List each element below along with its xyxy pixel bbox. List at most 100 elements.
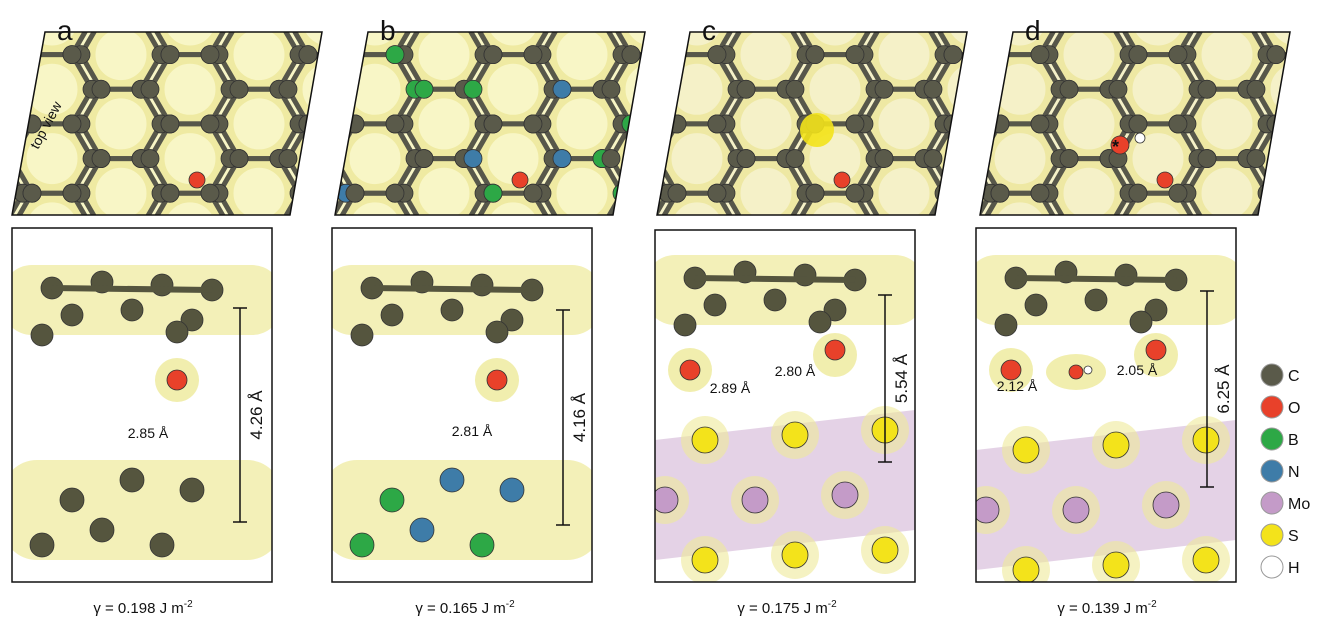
- atom: [866, 219, 884, 237]
- atom: [1238, 219, 1256, 237]
- atom: [1169, 184, 1187, 202]
- atom: [415, 11, 433, 29]
- atom: [1013, 437, 1039, 463]
- side-view: [962, 255, 1246, 594]
- atom: [1267, 253, 1285, 271]
- atom: [230, 80, 248, 98]
- atom: [63, 115, 81, 133]
- atom: [30, 533, 54, 557]
- atom: [602, 288, 620, 306]
- density: [0, 25, 13, 85]
- atom: [944, 253, 962, 271]
- atom: [386, 184, 404, 202]
- atom: [1153, 492, 1179, 518]
- atom: [464, 80, 482, 98]
- atom: [1013, 557, 1039, 583]
- atom: [1130, 311, 1152, 333]
- atom: [512, 172, 528, 188]
- atom: [1031, 115, 1049, 133]
- atom: [189, 172, 205, 188]
- atom: [944, 115, 962, 133]
- atom: [599, 219, 617, 237]
- density: [1266, 129, 1317, 189]
- atom: [290, 253, 308, 271]
- atom: [1267, 115, 1285, 133]
- atom: [230, 150, 248, 168]
- atom: [415, 357, 433, 375]
- density: [921, 302, 981, 362]
- side-view: [641, 255, 925, 584]
- atom: [386, 115, 404, 133]
- atom: [1129, 184, 1147, 202]
- atom: [0, 288, 12, 306]
- density: [91, 0, 151, 15]
- legend-label: S: [1288, 528, 1299, 545]
- atom: [524, 115, 542, 133]
- atom: [408, 11, 426, 29]
- figure: atop view2.85 Å4.26 Åγ = 0.198 J m-2b2.8…: [0, 0, 1317, 622]
- atom: [691, 219, 709, 237]
- atom: [668, 184, 686, 202]
- gamma-value: γ = 0.175 J m: [737, 600, 827, 617]
- atom: [846, 184, 864, 202]
- atom: [270, 11, 288, 29]
- atom: [786, 80, 804, 98]
- atom: [922, 219, 940, 237]
- atom: [415, 150, 433, 168]
- gamma-value: γ = 0.165 J m: [415, 600, 505, 617]
- atom: [915, 288, 933, 306]
- atom: [602, 11, 620, 29]
- atom: [622, 184, 640, 202]
- scale-label: 4.16 Å: [570, 392, 589, 442]
- atom: [346, 115, 364, 133]
- atom: [659, 46, 677, 64]
- scale-label: 6.25 Å: [1214, 364, 1233, 414]
- atom: [1307, 115, 1317, 133]
- legend-label: O: [1288, 400, 1300, 417]
- atom: [553, 11, 571, 29]
- atom: [622, 253, 640, 271]
- panel-label: a: [57, 15, 73, 46]
- atom: [1001, 360, 1021, 380]
- atom: [971, 150, 989, 168]
- atom: [299, 115, 317, 133]
- legend-label: B: [1288, 432, 1299, 449]
- atom: [915, 11, 933, 29]
- atom: [1109, 80, 1127, 98]
- atom: [277, 219, 295, 237]
- bonds: [911, 0, 991, 20]
- density: [921, 0, 981, 15]
- density: [1012, 0, 1072, 15]
- atom: [924, 288, 942, 306]
- atom: [1307, 253, 1317, 271]
- atom: [1238, 288, 1256, 306]
- atom: [652, 487, 678, 513]
- atom: [455, 357, 473, 375]
- bonds: [1187, 0, 1267, 20]
- atom: [0, 150, 12, 168]
- atom: [1073, 323, 1091, 341]
- atom: [1060, 150, 1078, 168]
- atom: [317, 11, 335, 29]
- atom: [0, 219, 12, 237]
- atom: [230, 357, 248, 375]
- atom: [279, 219, 297, 237]
- atom: [593, 11, 611, 29]
- atom: [299, 323, 317, 341]
- atom: [167, 370, 187, 390]
- atom: [599, 288, 617, 306]
- atom: [593, 11, 611, 29]
- atom: [708, 46, 726, 64]
- legend-label: Mo: [1288, 496, 1310, 513]
- atom: [825, 340, 845, 360]
- atom: [639, 11, 657, 29]
- atom: [1258, 253, 1276, 271]
- atom: [593, 288, 611, 306]
- atom: [1031, 323, 1049, 341]
- legend-swatch: [1261, 396, 1283, 418]
- atom: [855, 323, 873, 341]
- atom: [23, 46, 41, 64]
- atom: [386, 46, 404, 64]
- atom: [622, 323, 640, 341]
- atom: [279, 288, 297, 306]
